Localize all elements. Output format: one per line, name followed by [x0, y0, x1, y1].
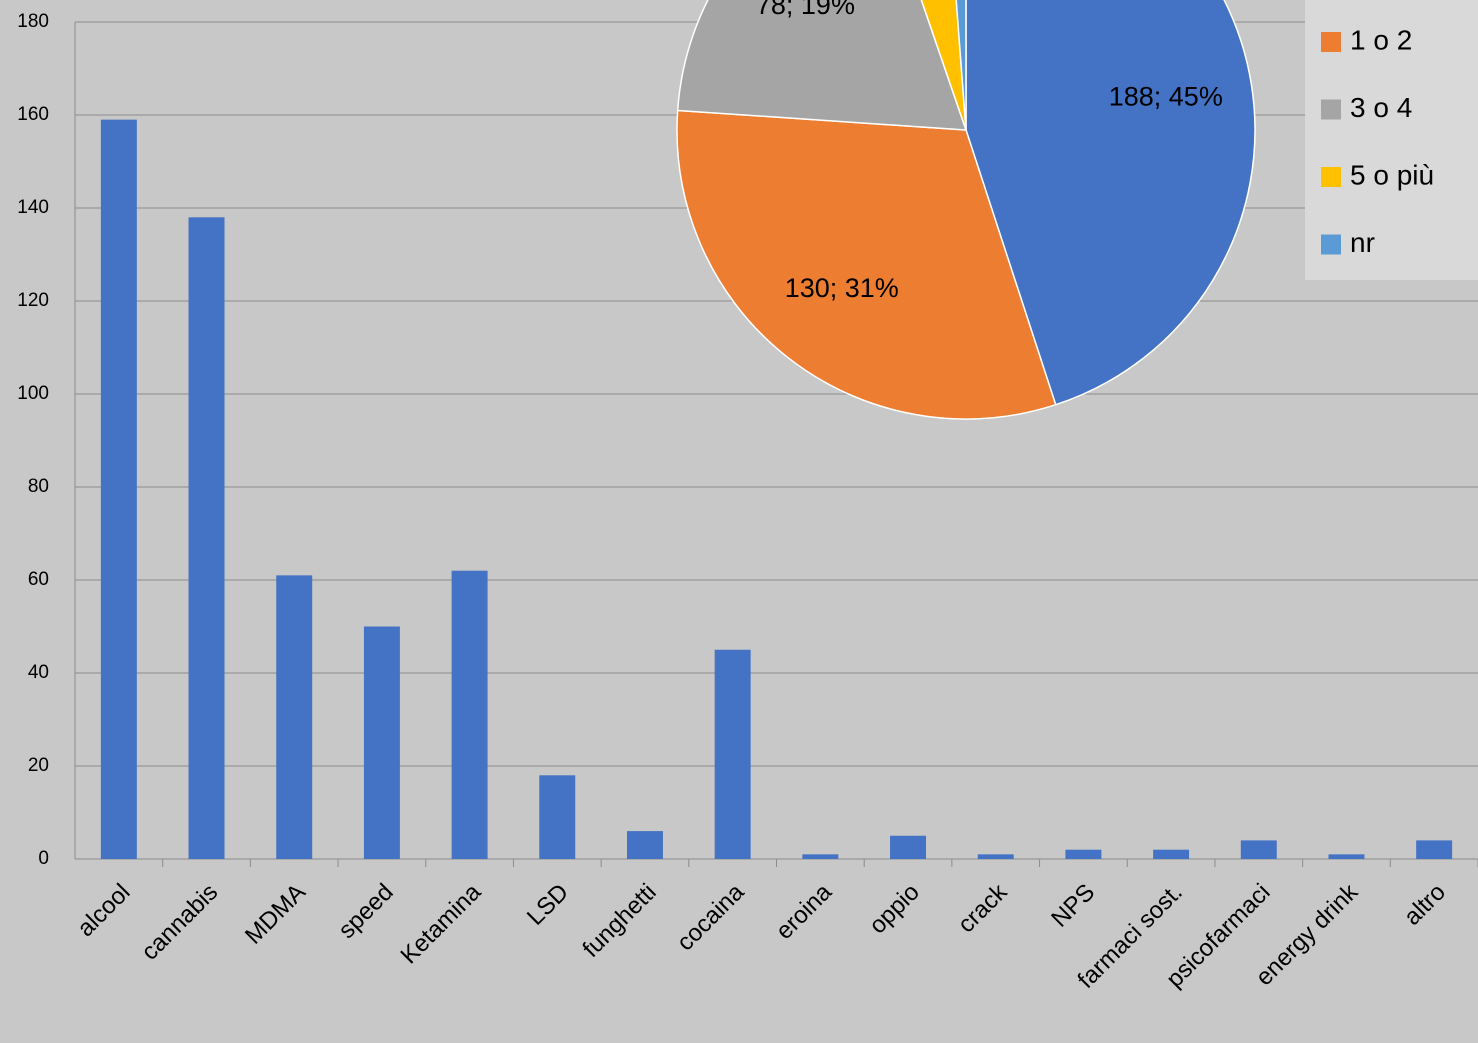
y-tick-label: 40	[28, 662, 49, 683]
chart: 020406080100120140160180alcoolcannabisMD…	[0, 0, 1478, 1043]
bar	[189, 217, 225, 859]
y-tick-label: 160	[17, 104, 49, 125]
bar	[802, 854, 838, 859]
bar	[978, 854, 1014, 859]
bar	[364, 627, 400, 860]
bar	[890, 836, 926, 859]
bar	[101, 120, 137, 859]
legend-swatch	[1321, 235, 1341, 255]
y-tick-label: 100	[17, 383, 49, 404]
page: 020406080100120140160180alcoolcannabisMD…	[0, 0, 1478, 1043]
legend-swatch	[1321, 100, 1341, 120]
bar	[1241, 840, 1277, 859]
legend-label: 3 o 4	[1350, 92, 1412, 123]
legend-label: nr	[1350, 227, 1375, 258]
bar	[1328, 854, 1364, 859]
y-tick-label: 120	[17, 290, 49, 311]
y-tick-label: 0	[38, 848, 49, 869]
y-tick-label: 80	[28, 476, 49, 497]
data-label: 130; 31%	[785, 273, 899, 303]
bar	[539, 775, 575, 859]
bar	[1065, 850, 1101, 859]
bar	[1416, 840, 1452, 859]
bar	[276, 575, 312, 859]
y-tick-label: 20	[28, 755, 49, 776]
bar	[627, 831, 663, 859]
bar	[715, 650, 751, 859]
legend-label: 5 o più	[1350, 159, 1434, 190]
y-tick-label: 140	[17, 197, 49, 218]
bar	[452, 571, 488, 859]
bar	[1153, 850, 1189, 859]
legend-swatch	[1321, 167, 1341, 187]
y-tick-label: 180	[17, 11, 49, 32]
y-tick-label: 60	[28, 569, 49, 590]
legend-label: 1 o 2	[1350, 24, 1412, 55]
data-label: 188; 45%	[1109, 81, 1223, 111]
legend-swatch	[1321, 32, 1341, 52]
data-label: 78; 19%	[756, 0, 855, 20]
